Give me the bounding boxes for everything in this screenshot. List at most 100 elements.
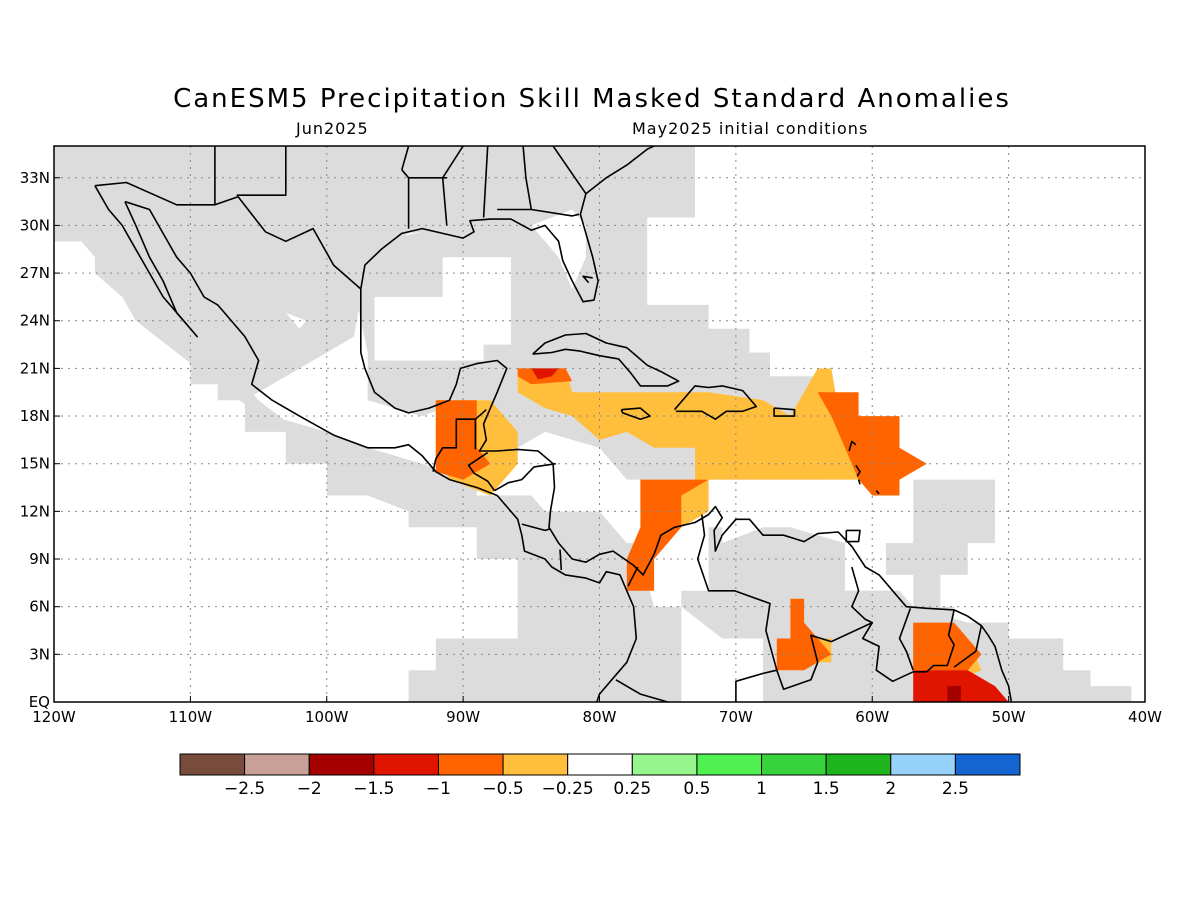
colorbar-label: 2 [885, 779, 896, 799]
political-border [94, 181, 362, 290]
coastline [773, 407, 796, 417]
political-border [627, 566, 639, 587]
axis-ticks: 120W 110W 100W 90W 80W 70W 60W 50W 40W EQ 3N 6N 9N 12… [20, 169, 1162, 726]
lon-tick-label: 50W [992, 708, 1026, 726]
lat-tick-label: 30N [20, 216, 50, 234]
colorbar-label: 1 [756, 779, 767, 799]
colorbar-swatch [308, 753, 375, 776]
colorbar-swatch [761, 753, 827, 776]
masked-region [517, 511, 1009, 702]
lon-tick-label: 40W [1128, 708, 1162, 726]
political-border [898, 608, 914, 671]
political-border [522, 146, 533, 210]
coastline [857, 479, 861, 485]
political-border [696, 514, 778, 702]
unmasked-area [517, 431, 627, 512]
political-border [552, 146, 587, 195]
lon-tick-label: 110W [169, 708, 213, 726]
political-border [482, 146, 489, 218]
anomaly-region [947, 686, 961, 702]
lon-tick-label: 60W [855, 708, 889, 726]
lat-tick-label: 27N [20, 264, 50, 282]
colorbar-swatch [567, 753, 633, 776]
political-border [236, 193, 287, 196]
political-border [776, 621, 873, 691]
colorbar-swatch [244, 753, 310, 776]
colorbar-label: −2 [297, 779, 322, 799]
political-border [494, 462, 557, 492]
coastline [848, 440, 857, 452]
colorbar: −2.5 −2 −1.5 −1 −0.5 −0.25 0.25 0.5 1 1.5 2 2.5 [179, 753, 1021, 799]
lon-tick-label: 100W [305, 708, 349, 726]
lat-tick-label: 33N [20, 169, 50, 187]
anomaly-region [913, 622, 982, 671]
colorbar-label: 1.5 [813, 779, 840, 799]
colorbar-label: −0.5 [482, 779, 523, 799]
coastline [875, 490, 880, 495]
colorbar-label: 0.25 [613, 779, 651, 799]
political-border [497, 208, 580, 217]
colorbar-swatch [373, 753, 439, 776]
coastline [582, 275, 593, 284]
lat-tick-label: 9N [29, 550, 50, 568]
colorbar-label: 2.5 [942, 779, 969, 799]
lat-tick-label: 3N [29, 645, 50, 663]
forecast-month: Jun2025 [296, 119, 369, 138]
lat-tick-label: 15N [20, 455, 50, 473]
political-border [473, 472, 496, 492]
lat-tick-label: 6N [29, 598, 50, 616]
anomaly-region [517, 368, 873, 480]
initial-conditions: May2025 initial conditions [632, 119, 869, 138]
colorbar-label: −0.25 [542, 779, 594, 799]
coastlines [94, 146, 1013, 702]
colorbar-swatch [437, 753, 504, 776]
colorbar-swatch [502, 753, 569, 776]
coastline [360, 146, 655, 303]
colorbar-label: −1 [426, 779, 451, 799]
colorbar-label: 0.5 [683, 779, 710, 799]
coastline [673, 385, 758, 421]
colorbar-swatch [954, 753, 1021, 776]
anomaly-region [817, 392, 927, 496]
unmasked-area [374, 257, 511, 361]
coastline [845, 529, 861, 543]
lat-tick-label: 21N [20, 359, 50, 377]
unmasked-area [285, 312, 307, 329]
lon-tick-label: 80W [583, 708, 617, 726]
colorbar-label: −2.5 [224, 779, 265, 799]
political-border [615, 679, 668, 702]
coastline [532, 332, 680, 387]
anomaly-region [776, 598, 832, 671]
coastline [855, 464, 861, 477]
colorbar-label: −1.5 [353, 779, 394, 799]
colorbar-swatch [696, 753, 763, 776]
political-border [926, 609, 955, 673]
political-border [521, 523, 551, 532]
lon-tick-label: 120W [32, 708, 76, 726]
anomaly-shading-layer [435, 368, 1009, 702]
colorbar-swatch [179, 753, 246, 776]
lat-tick-label: 12N [20, 502, 50, 520]
anomaly-region [626, 479, 709, 591]
political-border [474, 409, 487, 420]
chart-title: CanESM5 Precipitation Skill Masked Stand… [173, 84, 1011, 114]
anomaly-region [531, 368, 559, 380]
political-border [559, 549, 563, 571]
coastline [124, 200, 638, 702]
coastline [359, 289, 1013, 702]
lat-tick-label: 24N [20, 312, 50, 330]
political-border [850, 566, 927, 683]
lon-tick-label: 70W [719, 708, 753, 726]
political-border [401, 146, 410, 171]
lon-tick-label: 90W [446, 708, 480, 726]
lat-tick-label: EQ [29, 693, 50, 711]
coastline [620, 407, 651, 421]
political-border [467, 451, 489, 474]
colorbar-swatch [890, 753, 956, 776]
masked-area-layer [54, 146, 1132, 702]
political-border [953, 625, 983, 668]
masked-region [885, 479, 995, 607]
colorbar-swatch [631, 753, 698, 776]
coastline [94, 185, 198, 338]
